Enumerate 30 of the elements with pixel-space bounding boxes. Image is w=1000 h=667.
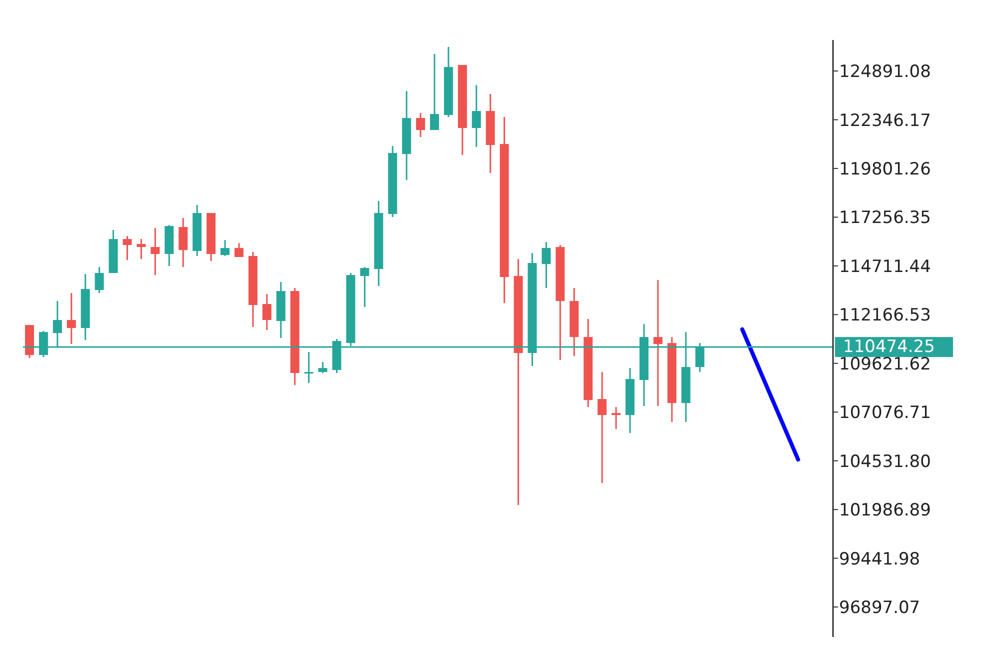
candlestick [122,235,132,261]
candlestick [66,292,76,345]
y-tick-label: 96897.07 [839,598,920,618]
y-tick-label: 124891.08 [839,62,931,82]
candlestick [220,239,230,257]
candlestick [360,266,370,308]
y-tick-label: 99441.98 [839,549,920,570]
y-tick-label: 107076.71 [839,403,931,424]
candlestick [416,112,426,138]
y-tick-label: 114711.44 [839,256,931,277]
y-tick-label: 117256.35 [839,208,931,228]
candlestick [150,227,160,276]
candlestick [178,217,188,268]
candlestick [542,241,551,289]
y-tick-label: 122346.17 [839,110,931,131]
candlestick [653,279,662,407]
candlestick [430,53,439,131]
candlestick [94,266,104,294]
candlestick [318,361,328,374]
candlestick [262,293,272,331]
candlestick [472,84,481,148]
candlestick [234,242,244,258]
candlestick [136,238,146,260]
candlestick [612,406,621,430]
y-tick-label: 119801.26 [839,159,931,180]
candlestick [304,351,314,384]
candlestick [598,371,607,484]
y-tick-label: 104531.80 [839,452,931,472]
y-tick-label: 101986.89 [839,500,931,521]
y-tick-label: 112166.53 [839,306,931,326]
